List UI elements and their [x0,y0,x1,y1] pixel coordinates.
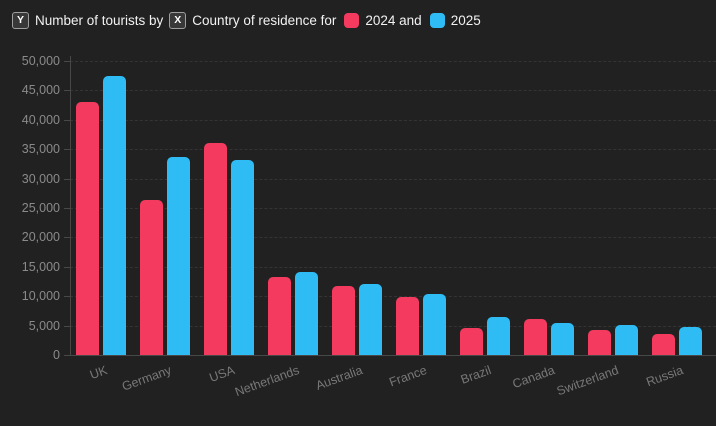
x-axis-label-canada: Canada [510,363,557,392]
y-axis-tick-label: 10,000 [21,289,60,304]
x-axis-label-australia: Australia [314,363,365,393]
gridline [70,90,716,92]
y-axis-tick [64,237,70,239]
bar-2024-usa[interactable] [204,142,227,355]
gridline [70,208,716,209]
y-axis-tick-label: 35,000 [21,142,60,157]
legend-swatch-2024 [344,12,360,28]
bar-2025-australia[interactable] [359,284,382,355]
title-y-text: Number of tourists by [35,12,164,28]
y-axis-line [70,56,71,356]
x-axis-label-france: France [387,363,429,390]
bar-2025-switzerland[interactable] [615,325,638,355]
y-axis-tick [64,296,70,298]
x-axis-line [70,355,716,356]
y-axis-tick [64,208,70,209]
y-axis-tick-label: 50,000 [21,54,60,68]
y-axis-tick-label: 20,000 [21,230,60,245]
bar-2025-netherlands[interactable] [295,271,318,355]
bar-2025-germany[interactable] [167,156,190,355]
bar-2024-uk[interactable] [76,102,99,355]
bar-2024-russia[interactable] [652,333,675,355]
bar-2025-usa[interactable] [231,159,254,355]
gridline [70,61,716,62]
y-axis-tick [64,149,70,151]
x-axis-label-germany: Germany [119,363,173,394]
bar-2025-france[interactable] [423,294,446,355]
y-axis-tick [64,119,70,121]
gridline [70,296,716,298]
bar-2025-uk[interactable] [103,75,126,355]
bar-2024-netherlands[interactable] [268,276,291,355]
y-axis-tick-label: 30,000 [21,171,60,186]
x-axis-key-badge: X [169,11,187,29]
y-axis-tick [64,61,70,62]
bar-2025-brazil[interactable] [487,317,510,355]
chart-title: Y Number of tourists by X Country of res… [12,11,481,29]
y-axis-tick-label: 0 [53,348,60,362]
bar-2024-germany[interactable] [140,199,163,355]
x-axis-label-usa: USA [207,363,237,385]
y-axis-tick-label: 15,000 [21,259,60,274]
bar-2024-france[interactable] [396,297,419,355]
y-axis-tick [64,325,70,327]
title-x-text: Country of residence for [192,12,337,28]
y-axis-tick [64,90,70,92]
gridline [70,178,716,180]
y-axis-tick [64,355,70,356]
gridline [70,325,716,327]
x-axis-label-netherlands: Netherlands [232,363,301,400]
x-axis-label-russia: Russia [644,363,685,390]
y-axis-tick [64,178,70,180]
gridline [70,237,716,239]
gridline [70,149,716,151]
bar-2025-canada[interactable] [551,322,574,355]
gridline [70,119,716,121]
x-axis-label-switzerland: Switzerland [555,363,621,399]
legend-swatch-2025 [429,12,445,28]
gridline [70,266,716,268]
y-axis-tick-label: 25,000 [21,201,60,215]
x-axis-label-uk: UK [87,363,109,383]
y-axis-key-badge: Y [12,11,29,29]
bar-2024-brazil[interactable] [460,327,483,355]
x-axis-label-brazil: Brazil [458,363,493,387]
legend-label-2025: 2025 [450,12,481,28]
bar-2024-canada[interactable] [524,319,547,355]
y-axis-tick-label: 45,000 [21,83,60,98]
legend-label-2024: 2024 and [365,12,422,28]
y-axis-tick-label: 40,000 [21,112,60,127]
y-axis-tick [64,266,70,268]
bar-2025-russia[interactable] [679,327,702,355]
bar-2024-australia[interactable] [332,286,355,355]
y-axis-tick-label: 5,000 [28,318,60,333]
bar-2024-switzerland[interactable] [588,330,611,355]
